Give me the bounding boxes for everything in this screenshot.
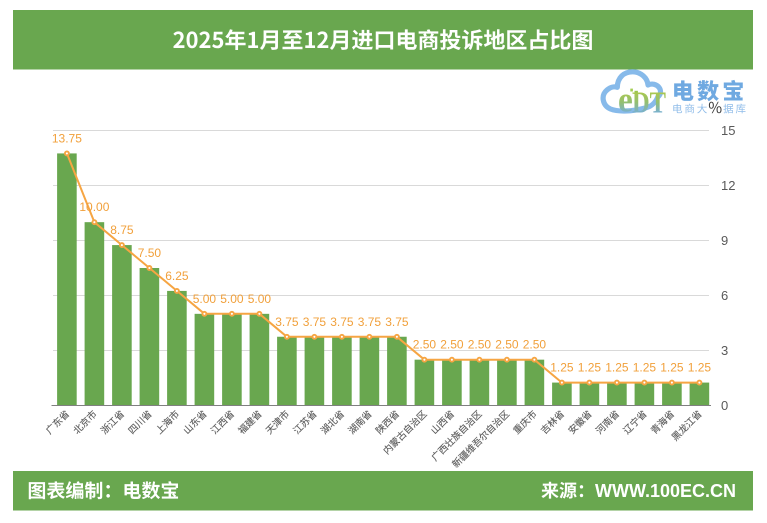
svg-text:0: 0 (721, 398, 728, 413)
svg-text:3: 3 (721, 343, 728, 358)
svg-text:6: 6 (721, 288, 728, 303)
svg-text:3.75: 3.75 (330, 315, 354, 329)
svg-text:5.00: 5.00 (193, 292, 217, 306)
svg-text:15: 15 (721, 123, 735, 138)
svg-text:9: 9 (721, 233, 728, 248)
svg-text:1.25: 1.25 (688, 361, 712, 375)
svg-text:1.25: 1.25 (605, 361, 629, 375)
svg-text:2.50: 2.50 (440, 338, 464, 352)
svg-text:3.75: 3.75 (358, 315, 382, 329)
svg-text:5.00: 5.00 (220, 292, 244, 306)
svg-text:3.75: 3.75 (303, 315, 327, 329)
svg-text:1.25: 1.25 (633, 361, 657, 375)
svg-text:3.75: 3.75 (385, 315, 409, 329)
svg-text:5.00: 5.00 (248, 292, 272, 306)
svg-text:2.50: 2.50 (523, 338, 547, 352)
svg-text:2.50: 2.50 (495, 338, 519, 352)
svg-text:3.75: 3.75 (275, 315, 299, 329)
svg-text:10.00: 10.00 (79, 200, 109, 214)
svg-text:6.25: 6.25 (165, 269, 189, 283)
svg-text:1.25: 1.25 (660, 361, 684, 375)
svg-text:e: e (618, 80, 633, 120)
svg-text:2.50: 2.50 (413, 338, 437, 352)
svg-text:DT: DT (632, 85, 666, 120)
svg-text:WWW.100EC.CN: WWW.100EC.CN (595, 481, 736, 501)
svg-text:7.50: 7.50 (138, 246, 162, 260)
svg-text:12: 12 (721, 178, 735, 193)
svg-text:13.75: 13.75 (52, 131, 82, 145)
svg-text:1.25: 1.25 (578, 361, 602, 375)
svg-text:1.25: 1.25 (550, 361, 574, 375)
svg-text:8.75: 8.75 (110, 223, 134, 237)
svg-text:2.50: 2.50 (468, 338, 492, 352)
